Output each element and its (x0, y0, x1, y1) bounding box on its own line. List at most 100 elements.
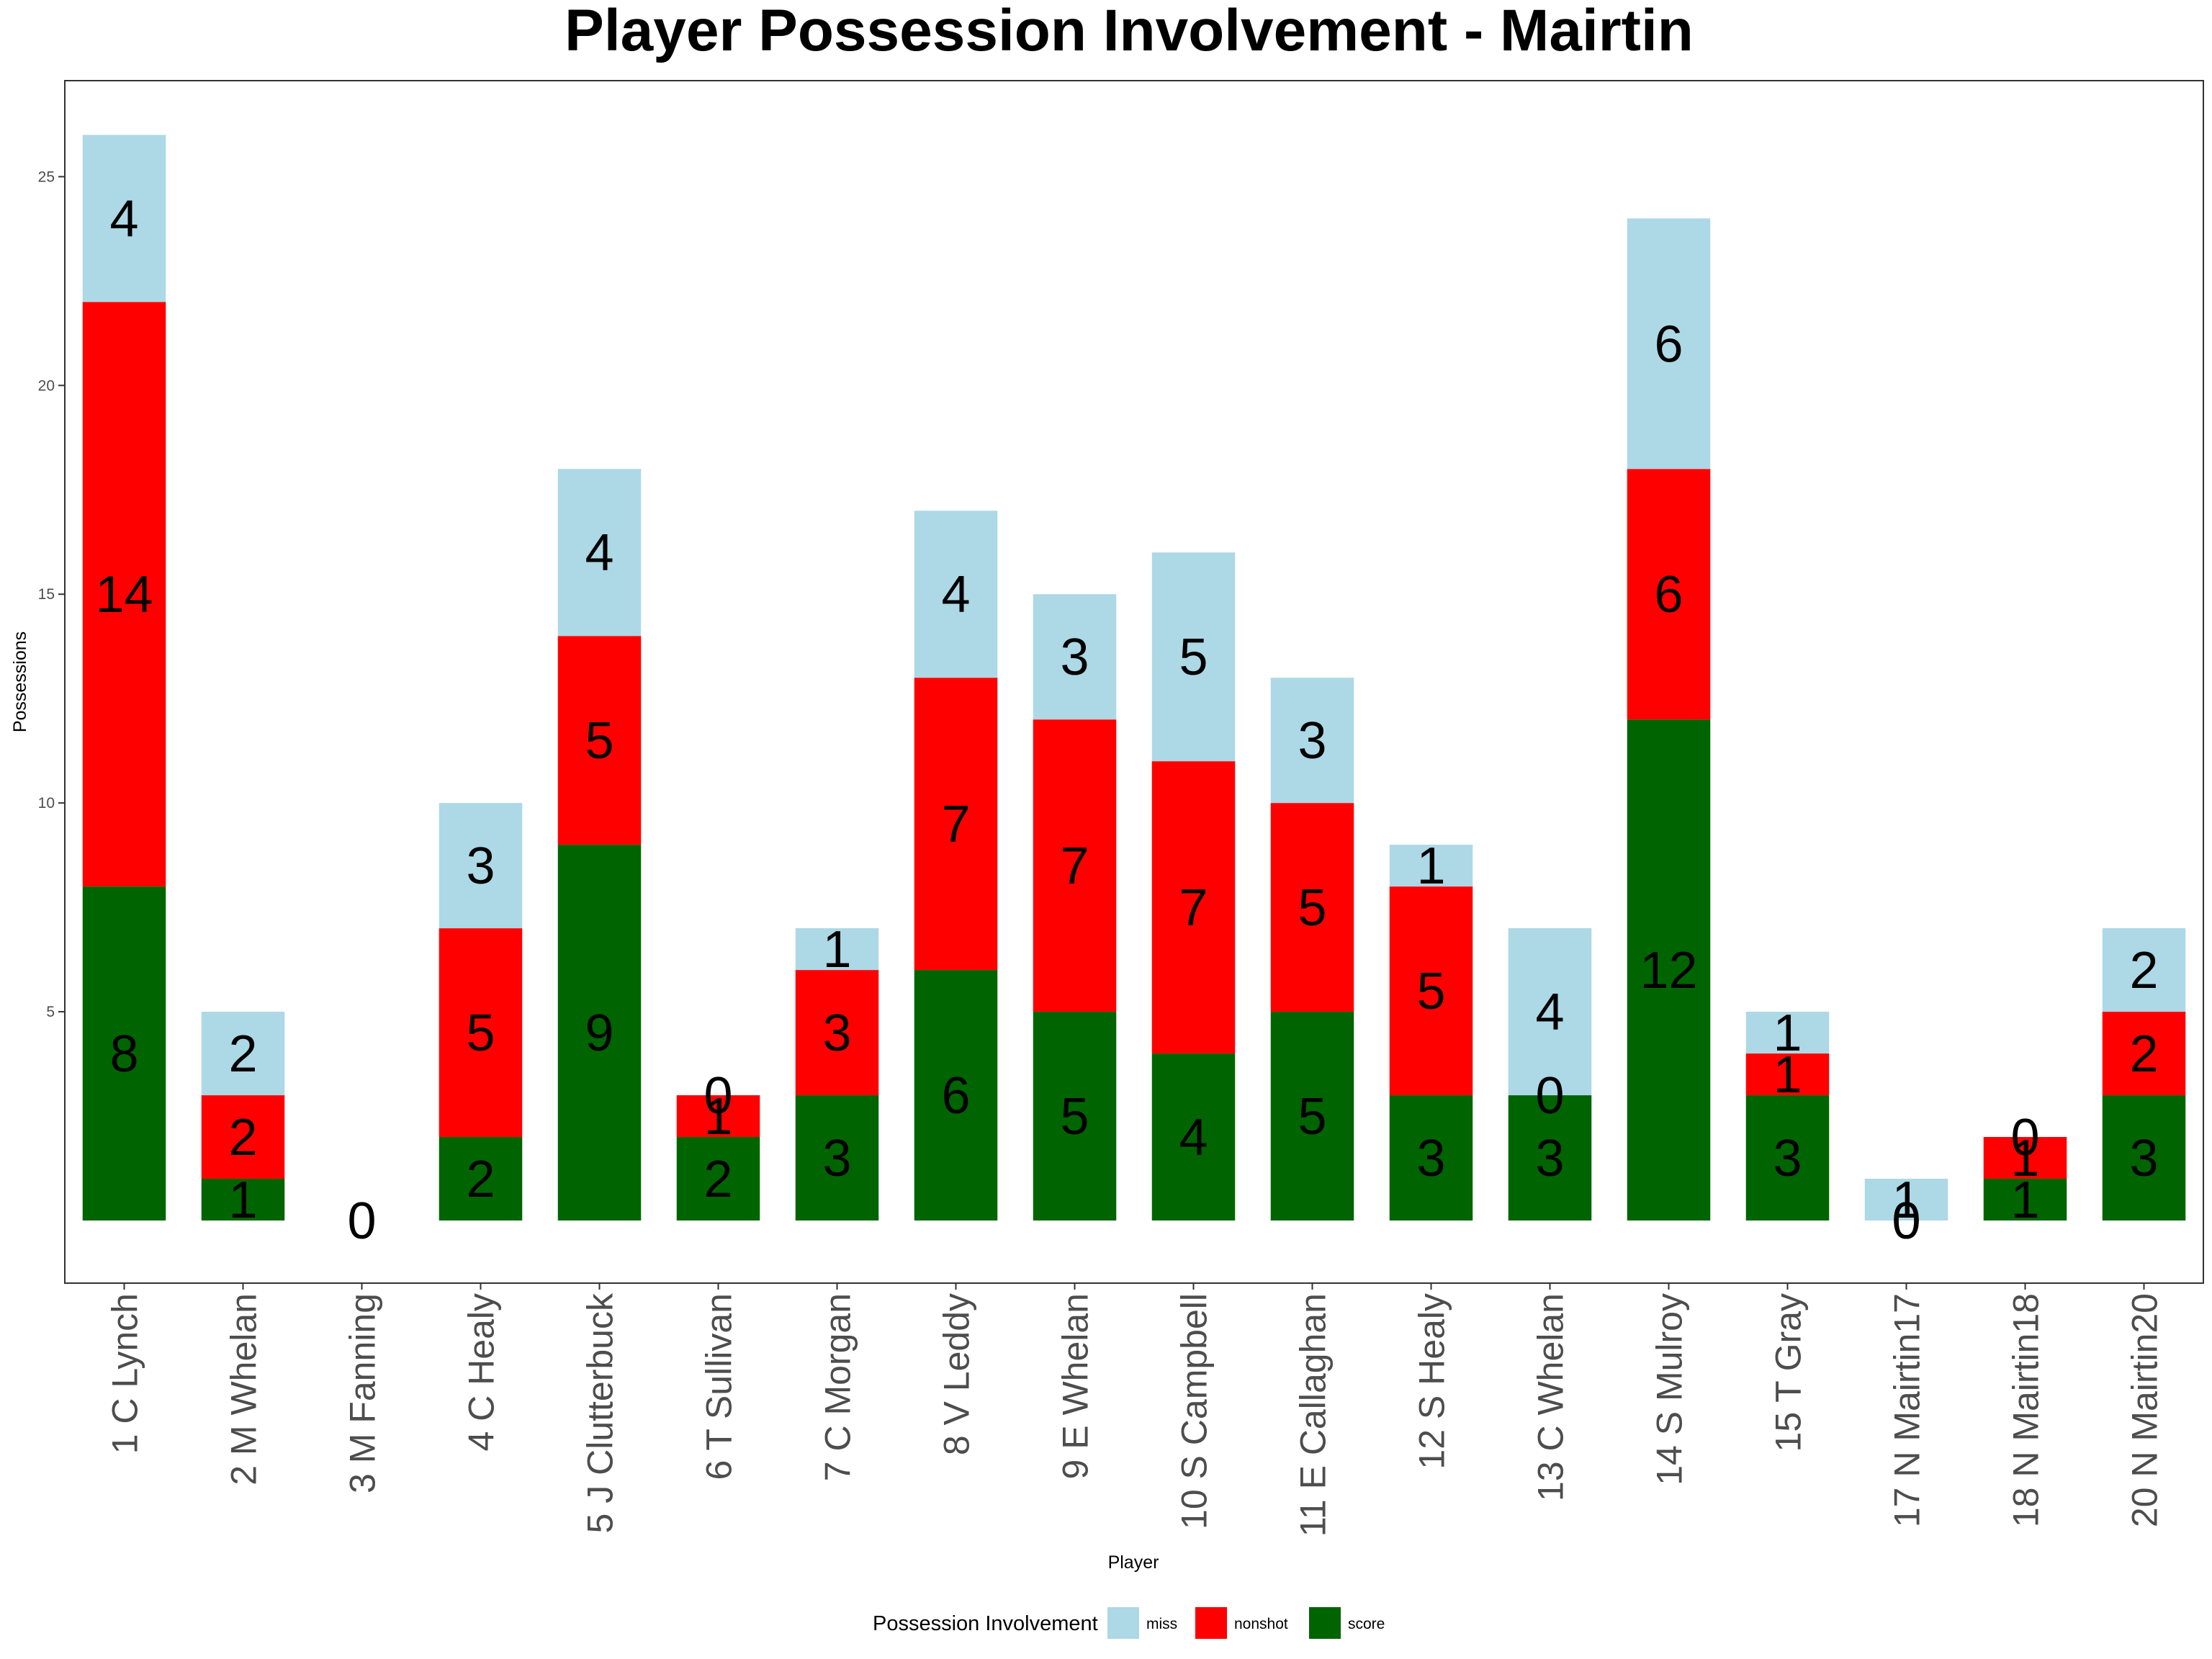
bar-segment-score (1270, 1012, 1354, 1221)
legend-key-miss (1107, 1607, 1139, 1639)
y-tick-label: 10 (38, 795, 55, 811)
segment-label-miss: 3 (1060, 629, 1089, 686)
bar-segment-miss (82, 135, 166, 302)
segment-label-miss: 2 (2129, 942, 2158, 999)
bar-segment-nonshot (2102, 1012, 2186, 1096)
bar-segment-nonshot (557, 636, 642, 845)
bar-segment-miss (2102, 928, 2186, 1012)
bar-segment-miss (1745, 1012, 1830, 1054)
segment-label-nonshot: 1 (703, 1088, 732, 1146)
segment-label-miss: 0 (703, 1067, 732, 1125)
segment-label-score: 0 (1892, 1192, 1920, 1250)
x-tick-label: 3 M Fanning (343, 1293, 383, 1493)
y-axis: 5 10 15 20 25 (38, 168, 65, 1020)
x-tick-label: 18 N Mairtin18 (2006, 1293, 2046, 1527)
x-tick-label: 8 V Leddy (937, 1293, 977, 1455)
segment-label-score: 0 (347, 1192, 376, 1250)
y-tick-label: 15 (38, 586, 55, 603)
segment-label-miss: 1 (1416, 837, 1445, 895)
bar-segment-score (439, 1137, 523, 1221)
legend-key-nonshot (1195, 1607, 1227, 1639)
bar-segment-score (1983, 1179, 2067, 1221)
bar-segment-nonshot (201, 1095, 285, 1179)
x-tick-label: 20 N Mairtin20 (2125, 1293, 2165, 1527)
x-axis: 1 C Lynch 2 M Whelan 3 M Fanning 4 C Healy 5… (105, 1283, 2165, 1537)
bar-segment-score (1745, 1095, 1830, 1221)
bar-segment-score (1627, 719, 1711, 1221)
bar-segment-miss (1864, 1179, 1948, 1221)
segment-label-score: 3 (1773, 1130, 1802, 1187)
bar-segment-score (795, 1095, 879, 1221)
y-tick-label: 5 (46, 1004, 55, 1020)
segment-label-nonshot: 2 (228, 1109, 257, 1166)
x-axis-title: Player (1108, 1552, 1159, 1573)
bar-segment-miss (1627, 218, 1711, 469)
bar-segment-miss (439, 803, 523, 929)
legend-title: Possession Involvement (873, 1612, 1098, 1635)
y-tick-label: 25 (38, 168, 55, 185)
bar-segment-nonshot (439, 928, 523, 1138)
x-tick-label: 2 M Whelan (224, 1293, 264, 1485)
bar-segment-miss (1389, 845, 1473, 887)
segment-label-score: 8 (109, 1025, 138, 1083)
y-tick-label: 20 (38, 377, 55, 394)
x-tick-label: 9 E Whelan (1056, 1293, 1096, 1479)
segment-label-score: 5 (1060, 1088, 1089, 1146)
x-tick-label: 11 E Callaghan (1293, 1293, 1334, 1537)
plot-panel-border (64, 80, 2204, 1284)
segment-label-score: 3 (2129, 1130, 2158, 1187)
bar-segment-score (914, 970, 998, 1221)
bar-segment-score (1033, 1012, 1117, 1221)
segment-label-miss: 3 (1298, 712, 1326, 770)
segment-label-miss: 2 (228, 1025, 257, 1083)
bar-segment-score (82, 886, 166, 1221)
segment-label-miss: 5 (1179, 629, 1208, 686)
bar-segment-miss (201, 1012, 285, 1096)
bar-segment-score (1508, 1095, 1592, 1221)
x-tick-label: 17 N Mairtin17 (1887, 1293, 1928, 1527)
segment-label-score: 1 (2010, 1172, 2039, 1229)
bar-segment-score (201, 1179, 285, 1221)
bar-segment-miss (795, 928, 879, 971)
bar-segment-score (557, 845, 642, 1221)
segment-label-miss: 1 (822, 921, 851, 979)
chart-title: Player Possession Involvement - Mairtin (565, 0, 1694, 63)
bar-segment-nonshot (1151, 761, 1236, 1054)
bar-segment-nonshot (82, 302, 166, 887)
x-tick-label: 6 T Sullivan (699, 1293, 739, 1480)
bar-segment-miss (1508, 928, 1592, 1096)
x-tick-label: 1 C Lynch (105, 1293, 145, 1454)
segment-label-miss: 1 (1892, 1172, 1920, 1229)
segment-label-score: 4 (1179, 1109, 1208, 1166)
legend-label-miss: miss (1146, 1616, 1177, 1632)
segment-label-nonshot: 3 (822, 1004, 851, 1062)
bar-segment-nonshot (914, 678, 998, 971)
segment-label-miss: 4 (1535, 984, 1564, 1041)
bar-segment-nonshot (1745, 1053, 1830, 1096)
x-tick-label: 13 C Whelan (1531, 1293, 1571, 1501)
bar-segment-nonshot (1983, 1137, 2067, 1179)
x-tick-label: 12 S Healy (1412, 1293, 1452, 1470)
segment-label-nonshot: 6 (1654, 566, 1683, 624)
segment-label-miss: 4 (109, 190, 138, 248)
bar-segment-score (676, 1137, 760, 1221)
segment-label-nonshot: 7 (941, 796, 970, 853)
legend-key-score (1309, 1607, 1341, 1639)
segment-label-miss: 0 (2010, 1109, 2039, 1166)
x-tick-label: 10 S Campbell (1174, 1293, 1215, 1529)
bar-segment-miss (1033, 594, 1117, 720)
x-tick-label: 15 T Gray (1768, 1293, 1809, 1452)
segment-label-score: 12 (1640, 942, 1697, 999)
bar-segment-nonshot (1389, 886, 1473, 1096)
segment-label-nonshot: 1 (2010, 1130, 2039, 1187)
segment-label-miss: 1 (1773, 1004, 1802, 1062)
bar-segment-score (2102, 1095, 2186, 1221)
segment-label-nonshot: 5 (1416, 963, 1445, 1020)
segment-label-nonshot: 14 (95, 566, 153, 624)
segment-label-score: 3 (822, 1130, 851, 1187)
segment-label-nonshot: 5 (1298, 879, 1326, 937)
segment-label-miss: 3 (466, 837, 495, 895)
bar-segment-nonshot (676, 1095, 760, 1138)
segment-label-score: 9 (585, 1004, 613, 1062)
